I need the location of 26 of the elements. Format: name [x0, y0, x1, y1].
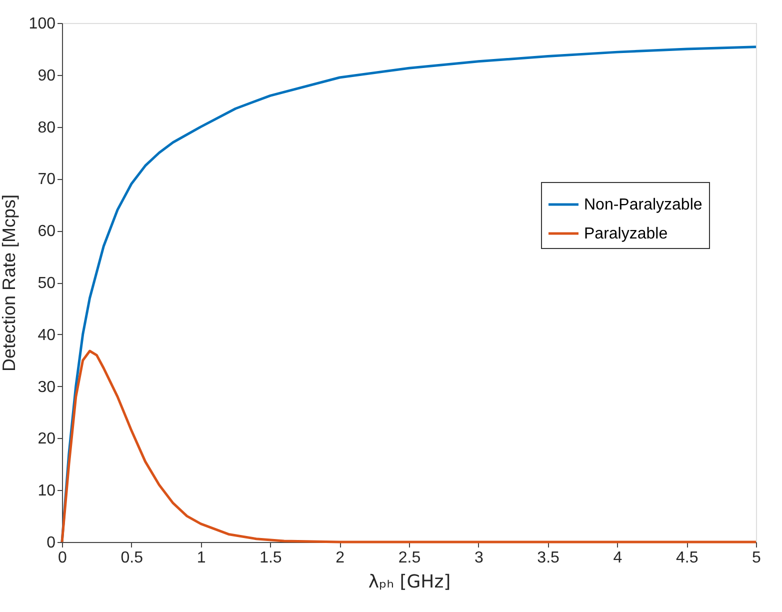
y-tick-label: 70: [38, 171, 56, 188]
x-tick-label: 3: [474, 550, 484, 566]
x-tick-label: 0: [58, 550, 68, 566]
y-tick-label: 100: [28, 16, 56, 32]
y-tick-label: 60: [38, 223, 56, 240]
y-axis-title: Detection Rate [Mcps]: [0, 194, 19, 372]
y-tick-label: 30: [38, 378, 56, 396]
y-tick-label: 10: [38, 482, 56, 500]
x-tick-label: 5: [752, 550, 762, 566]
y-tick-label: 50: [38, 275, 56, 292]
y-tick-label: 80: [38, 119, 56, 136]
y-tick-label: 40: [38, 326, 56, 344]
x-axis-title: λₚₕ [GHz]: [368, 572, 451, 592]
legend-label: Non-Paralyzable: [584, 196, 702, 214]
x-tick-label: 4: [613, 550, 622, 566]
y-tick-label: 90: [38, 67, 56, 84]
x-tick-label: 2.5: [398, 550, 421, 566]
x-tick-label: 1.5: [260, 550, 282, 566]
x-tick-label: 1: [196, 550, 206, 566]
y-tick-label: 0: [46, 534, 56, 552]
x-tick-label: 4.5: [676, 550, 698, 566]
legend-label: Paralyzable: [584, 226, 668, 242]
y-tick-label: 20: [38, 430, 56, 448]
x-tick-label: 0.5: [120, 550, 144, 566]
x-tick-label: 3.5: [537, 550, 560, 566]
x-tick-label: 2: [336, 550, 345, 566]
